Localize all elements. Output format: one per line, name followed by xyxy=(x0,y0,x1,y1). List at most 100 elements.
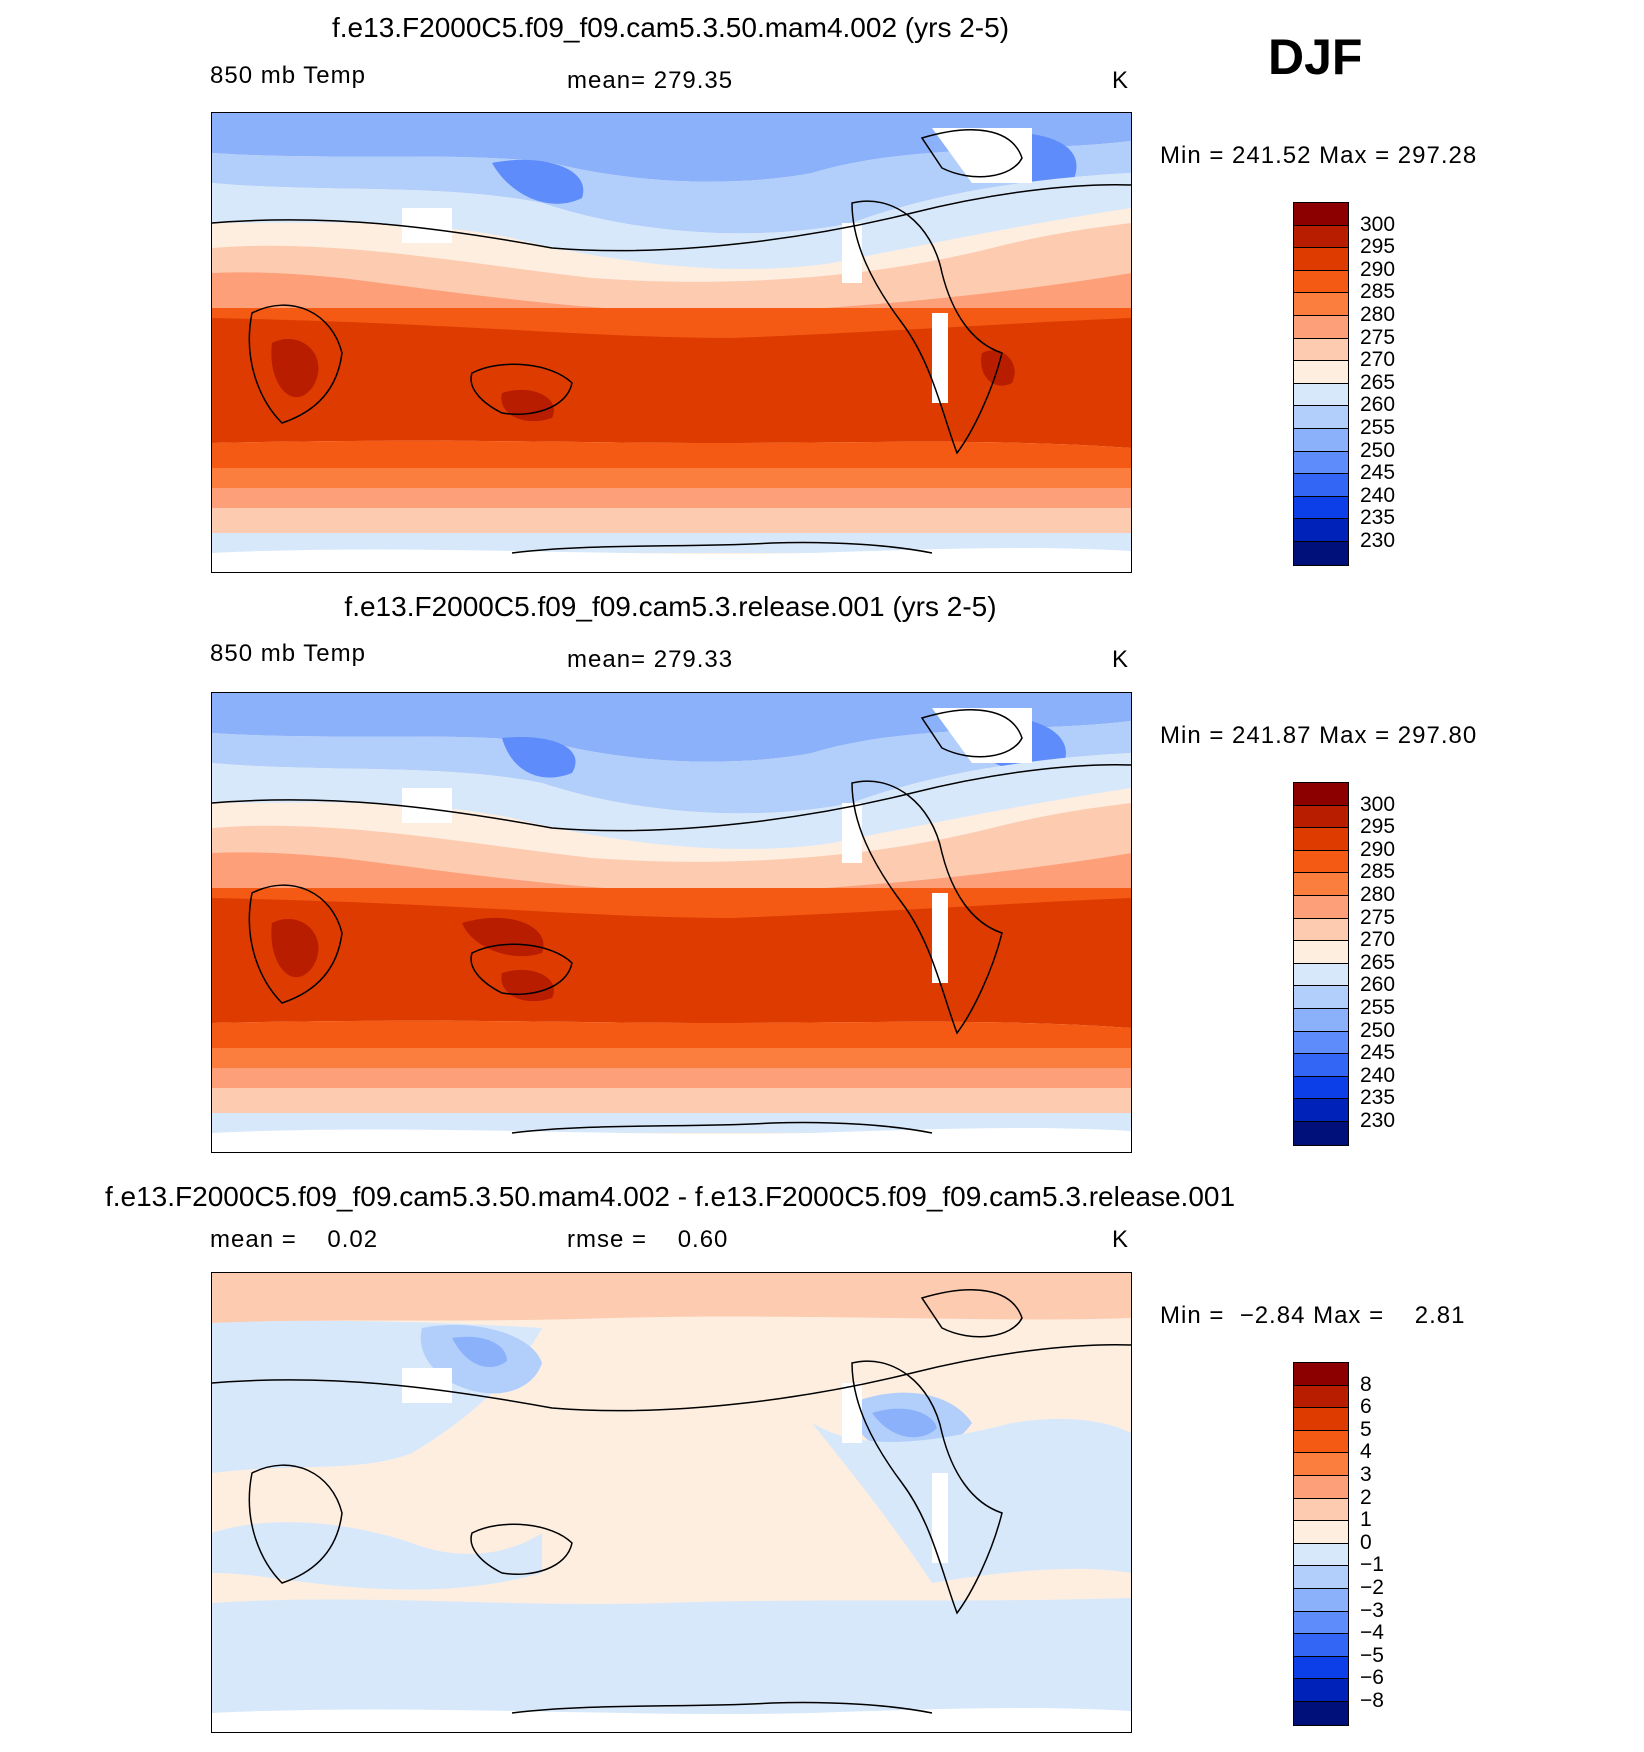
colorbar-swatch xyxy=(1294,1701,1348,1725)
colorbar-swatch xyxy=(1294,1054,1348,1077)
panel-1-title: f.e13.F2000C5.f09_f09.cam5.3.50.mam4.002… xyxy=(331,12,1010,43)
panel-1-mean-label: mean= 279.35 xyxy=(567,67,734,94)
colorbar-swatch xyxy=(1294,1679,1348,1702)
colorbar-swatch xyxy=(1294,383,1348,407)
colorbar-swatch xyxy=(1294,941,1348,964)
colorbar-tick-label: −2 xyxy=(1360,1576,1384,1599)
colorbar-swatch xyxy=(1294,963,1348,987)
colorbar-tick-label: 235 xyxy=(1360,506,1396,530)
colorbar-swatch xyxy=(1294,361,1348,384)
panel-1-map xyxy=(211,112,1132,573)
colorbar-swatch xyxy=(1294,1099,1348,1122)
colorbar-swatch xyxy=(1294,519,1348,542)
panel-3-map xyxy=(211,1272,1132,1733)
panel-3-map-svg xyxy=(212,1273,1131,1732)
colorbar-swatch xyxy=(1294,1363,1348,1386)
colorbar-swatch xyxy=(1294,248,1348,271)
colorbar-tick-label: 280 xyxy=(1360,303,1396,326)
panel-2-mean-label: mean= 279.33 xyxy=(567,646,734,673)
colorbar-swatch xyxy=(1294,1588,1348,1612)
colorbar-tick-label: −3 xyxy=(1360,1598,1384,1622)
panel-1-units-label: K xyxy=(1112,67,1130,94)
colorbar-swatch xyxy=(1294,406,1348,429)
colorbar-swatch xyxy=(1294,541,1348,565)
colorbar-swatch xyxy=(1294,474,1348,497)
colorbar-tick-label: 300 xyxy=(1360,212,1396,236)
colorbar-tick-label: 275 xyxy=(1360,905,1396,929)
panel-2-minmax-label: Min = 241.87 Max = 297.80 xyxy=(1160,722,1478,749)
panel-2-variable-label: 850 mb Temp xyxy=(210,640,366,667)
colorbar-swatch xyxy=(1294,225,1348,249)
colorbar-tick-label: 5 xyxy=(1360,1417,1372,1441)
panel-2-units-label: K xyxy=(1112,646,1130,673)
colorbar-tick-label: 3 xyxy=(1360,1463,1372,1486)
colorbar-tick-label: 295 xyxy=(1360,235,1396,259)
colorbar-tick-label: 295 xyxy=(1360,815,1396,839)
panel-3-colorbar xyxy=(1293,1362,1349,1726)
panel-2-map-svg xyxy=(212,693,1131,1152)
panel-1-variable-label: 850 mb Temp xyxy=(210,62,366,89)
colorbar-swatch xyxy=(1294,805,1348,829)
colorbar-tick-label: −4 xyxy=(1360,1621,1384,1645)
colorbar-swatch xyxy=(1294,1634,1348,1657)
colorbar-tick-label: 270 xyxy=(1360,348,1396,372)
colorbar-swatch xyxy=(1294,873,1348,896)
colorbar-tick-label: 290 xyxy=(1360,257,1396,281)
colorbar-tick-label: 275 xyxy=(1360,325,1396,349)
colorbar-tick-label: 240 xyxy=(1360,483,1396,507)
colorbar-tick-label: 235 xyxy=(1360,1086,1396,1110)
colorbar-tick-label: −1 xyxy=(1360,1553,1384,1577)
colorbar-swatch xyxy=(1294,315,1348,339)
colorbar-swatch xyxy=(1294,1521,1348,1544)
colorbar-tick-label: 290 xyxy=(1360,837,1396,861)
colorbar-swatch xyxy=(1294,451,1348,475)
panel-3-title: f.e13.F2000C5.f09_f09.cam5.3.50.mam4.002… xyxy=(104,1181,1236,1212)
panel-1-map-svg xyxy=(212,113,1131,572)
colorbar-swatch xyxy=(1294,1385,1348,1409)
colorbar-tick-label: 230 xyxy=(1360,529,1396,552)
colorbar-swatch xyxy=(1294,850,1348,874)
panel-2-title: f.e13.F2000C5.f09_f09.cam5.3.release.001… xyxy=(344,591,997,622)
colorbar-tick-label: 0 xyxy=(1360,1530,1372,1554)
colorbar-swatch xyxy=(1294,828,1348,851)
colorbar-tick-label: 255 xyxy=(1360,996,1396,1019)
colorbar-swatch xyxy=(1294,428,1348,452)
colorbar-tick-label: 265 xyxy=(1360,950,1396,974)
colorbar-tick-label: 265 xyxy=(1360,370,1396,394)
panel-2-map xyxy=(211,692,1132,1153)
colorbar-swatch xyxy=(1294,1566,1348,1589)
season-label: DJF xyxy=(1268,29,1363,85)
colorbar-tick-label: 6 xyxy=(1360,1395,1372,1419)
panel-2-colorbar xyxy=(1293,782,1349,1146)
colorbar-tick-label: 255 xyxy=(1360,416,1396,439)
colorbar-tick-label: 260 xyxy=(1360,973,1396,997)
colorbar-tick-label: 260 xyxy=(1360,393,1396,417)
colorbar-tick-label: 240 xyxy=(1360,1063,1396,1087)
colorbar-swatch xyxy=(1294,293,1348,316)
panel-3-mean-label: mean = 0.02 xyxy=(210,1226,379,1253)
colorbar-swatch xyxy=(1294,1656,1348,1680)
colorbar-swatch xyxy=(1294,1408,1348,1431)
colorbar-swatch xyxy=(1294,783,1348,806)
colorbar-tick-label: 2 xyxy=(1360,1485,1372,1509)
colorbar-swatch xyxy=(1294,496,1348,520)
colorbar-tick-label: 8 xyxy=(1360,1372,1372,1396)
colorbar-swatch xyxy=(1294,1475,1348,1499)
colorbar-swatch xyxy=(1294,986,1348,1009)
colorbar-tick-label: 280 xyxy=(1360,883,1396,906)
colorbar-tick-label: 230 xyxy=(1360,1109,1396,1132)
colorbar-swatch xyxy=(1294,895,1348,919)
colorbar-swatch xyxy=(1294,1430,1348,1454)
colorbar-tick-label: 250 xyxy=(1360,1018,1396,1042)
colorbar-tick-label: 1 xyxy=(1360,1508,1372,1532)
colorbar-swatch xyxy=(1294,270,1348,294)
colorbar-tick-label: −5 xyxy=(1360,1643,1384,1667)
colorbar-tick-label: 250 xyxy=(1360,438,1396,462)
colorbar-swatch xyxy=(1294,1076,1348,1100)
panel-1-minmax-label: Min = 241.52 Max = 297.28 xyxy=(1160,142,1478,169)
panel-3-rmse-label: rmse = 0.60 xyxy=(567,1226,729,1253)
colorbar-swatch xyxy=(1294,338,1348,362)
colorbar-tick-label: 245 xyxy=(1360,461,1396,485)
colorbar-swatch xyxy=(1294,918,1348,942)
colorbar-swatch xyxy=(1294,1611,1348,1635)
